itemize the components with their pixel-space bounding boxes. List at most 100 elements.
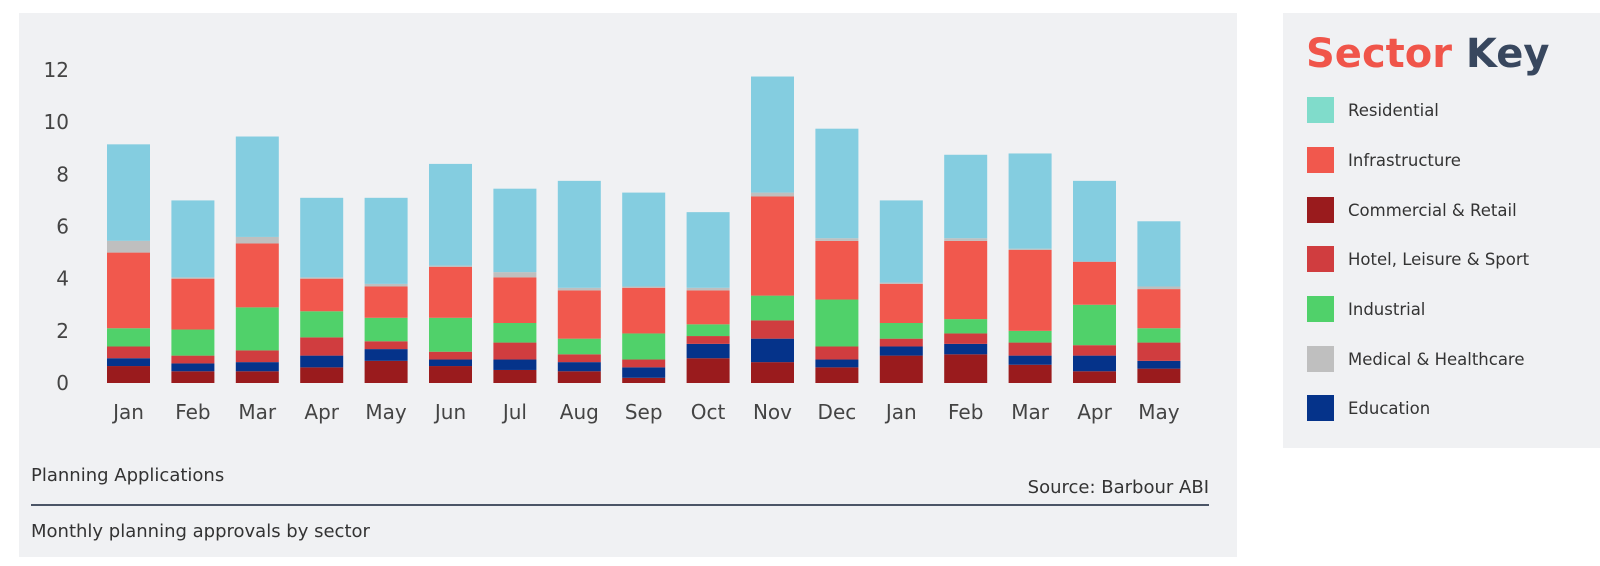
x-tick-label: May [365, 400, 407, 424]
bar-segment-medical-healthcare [622, 286, 666, 288]
bar-segment-education [751, 338, 794, 363]
bar-stack [493, 188, 537, 383]
bar-segment-hotel-leisure-sport [1008, 342, 1052, 356]
bar-segment-hotel-leisure-sport [493, 342, 537, 360]
bar-stack [364, 197, 408, 383]
bar-segment-residential [1073, 180, 1116, 262]
bar-stack [1008, 153, 1052, 383]
legend-swatch [1307, 346, 1334, 372]
bar-segment-residential [171, 200, 215, 278]
bar-segment-commercial-retail [364, 360, 408, 383]
bar-segment-education [493, 359, 537, 370]
bar-segment-infrastructure [751, 196, 794, 296]
bar-segment-infrastructure [1008, 249, 1052, 331]
bar-segment-medical-healthcare [493, 272, 537, 278]
bar-segment-hotel-leisure-sport [879, 338, 923, 347]
bar-segment-education [429, 359, 472, 367]
bar-stack [1137, 221, 1181, 383]
bar-segment-commercial-retail [493, 369, 537, 383]
bar-segment-industrial [622, 333, 666, 360]
x-tick-label: Jul [501, 400, 527, 424]
bar-stack [815, 128, 859, 383]
x-tick-label: Aug [560, 400, 599, 424]
bar-segment-medical-healthcare [429, 265, 472, 267]
bar-segment-industrial [751, 295, 794, 321]
x-tick-label: Dec [818, 400, 857, 424]
bar-stack [944, 154, 988, 383]
y-tick-label: 4 [56, 267, 69, 291]
bar-segment-medical-healthcare [1137, 286, 1181, 290]
bar-segment-residential [686, 212, 730, 288]
legend-item: Residential [1307, 96, 1439, 124]
bar-segment-medical-healthcare [235, 236, 279, 244]
chart-subtitle: Monthly planning approvals by sector [31, 521, 370, 542]
bar-segment-infrastructure [107, 252, 150, 329]
bar-segment-industrial [235, 307, 279, 351]
bar-segment-industrial [815, 299, 859, 347]
bar-segment-infrastructure [171, 278, 215, 330]
x-tick-label: Sep [625, 400, 663, 424]
bar-segment-education [171, 363, 215, 372]
bar-stack [1073, 180, 1116, 383]
y-tick-label: 10 [44, 110, 69, 134]
sector-key-panel: Sector Key Residential Infrastructure Comm… [1283, 13, 1600, 448]
bar-segment-industrial [1137, 328, 1181, 343]
bar-segment-industrial [300, 311, 344, 338]
bar-segment-hotel-leisure-sport [171, 355, 215, 364]
legend-label: Education [1348, 398, 1431, 418]
bar-segment-hotel-leisure-sport [622, 359, 666, 368]
chart-panel: 0 2 4 6 8 10 12 Jan Feb Mar Apr May Jun Jul Aug Sep Oct… [19, 13, 1237, 557]
bar-segment-commercial-retail [879, 355, 923, 383]
y-axis: 0 2 4 6 8 10 12 [44, 58, 69, 395]
legend-label: Hotel, Leisure & Sport [1348, 249, 1530, 269]
bar-segment-residential [429, 163, 472, 266]
sector-key-title-word1: Sector [1306, 31, 1452, 77]
bar-segment-infrastructure [300, 278, 344, 312]
bar-segment-residential [1137, 221, 1181, 287]
x-tick-label: Jan [111, 400, 144, 424]
bar-segment-residential [1008, 153, 1052, 249]
bar-segment-industrial [429, 317, 472, 352]
bar-segment-infrastructure [944, 240, 988, 320]
bar-segment-hotel-leisure-sport [751, 320, 794, 339]
bar-segment-infrastructure [1137, 289, 1181, 329]
x-tick-label: Apr [1077, 400, 1112, 424]
bar-segment-residential [300, 197, 344, 278]
y-tick-label: 12 [44, 58, 69, 82]
bar-segment-infrastructure [622, 287, 666, 334]
bar-segment-infrastructure [815, 240, 859, 300]
bar-stack [235, 136, 279, 383]
bar-segment-residential [107, 144, 150, 241]
x-tick-label: Mar [1011, 400, 1050, 424]
bar-segment-industrial [171, 329, 215, 356]
stacked-bar-chart: 0 2 4 6 8 10 12 Jan Feb Mar Apr May Jun Jul Aug Sep Oct… [44, 58, 1181, 424]
bar-segment-industrial [364, 317, 408, 342]
bar-segment-hotel-leisure-sport [1137, 342, 1181, 361]
y-tick-label: 8 [56, 162, 69, 186]
bar-segment-industrial [1008, 330, 1052, 343]
footer-divider [31, 504, 1209, 506]
bar-segment-education [815, 359, 859, 368]
bar-stack [751, 76, 794, 383]
sector-key-title-word2: Key [1465, 31, 1550, 77]
bar-segment-hotel-leisure-sport [364, 341, 408, 350]
bar-segment-residential [944, 154, 988, 239]
bar-segment-industrial [1073, 304, 1116, 346]
chart-source: Source: Barbour ABI [1027, 477, 1209, 498]
bar-segment-education [944, 343, 988, 355]
bar-segment-hotel-leisure-sport [107, 346, 150, 359]
legend-item: Education [1307, 394, 1430, 422]
bar-segment-hotel-leisure-sport [557, 354, 601, 363]
bar-segment-education [622, 367, 666, 378]
legend-swatch [1307, 296, 1334, 322]
bar-segment-residential [815, 128, 859, 239]
bar-segment-infrastructure [364, 286, 408, 318]
bar-stack [622, 192, 666, 383]
legend-item: Industrial [1307, 295, 1425, 323]
bar-segment-commercial-retail [944, 354, 988, 383]
bar-segment-industrial [557, 338, 601, 355]
x-tick-label: Jan [884, 400, 917, 424]
bar-stack [879, 200, 923, 383]
bar-segment-education [1008, 355, 1052, 365]
legend-swatch [1307, 197, 1334, 223]
